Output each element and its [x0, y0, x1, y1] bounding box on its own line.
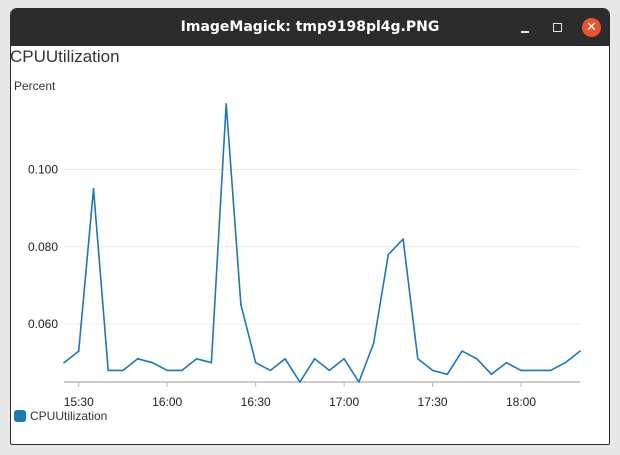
data-point — [166, 369, 168, 372]
series-line — [63, 103, 581, 383]
data-point — [461, 350, 463, 352]
y-tick-label: 0.100 — [28, 163, 58, 177]
data-point — [387, 253, 390, 256]
data-point — [372, 342, 375, 345]
data-point — [269, 369, 272, 372]
legend-label: CPUUtilization — [30, 409, 108, 423]
data-point — [284, 358, 286, 360]
maximize-icon — [553, 23, 562, 32]
chart-title: CPUUtilization — [10, 47, 120, 66]
y-tick-labels: 0.060 0.080 0.100 — [28, 163, 58, 332]
data-point — [210, 361, 213, 364]
minimize-button[interactable] — [517, 19, 535, 37]
x-tick-label: 15:30 — [64, 395, 94, 409]
data-point — [417, 358, 419, 360]
data-point — [358, 381, 360, 383]
data-point — [534, 369, 537, 372]
data-point — [195, 358, 198, 360]
data-point — [151, 361, 154, 364]
data-point — [299, 381, 301, 383]
close-icon: ✕ — [586, 20, 597, 35]
y-axis-label: Percent — [14, 79, 56, 93]
maximize-button[interactable] — [549, 19, 567, 37]
x-tick-label: 17:30 — [418, 395, 448, 409]
y-tick-label: 0.060 — [28, 317, 58, 331]
data-point — [92, 188, 95, 190]
y-tick-label: 0.080 — [28, 240, 58, 254]
x-tick-label: 17:00 — [329, 395, 359, 409]
x-tick-label: 16:00 — [152, 395, 182, 409]
x-tick-label: 18:00 — [506, 395, 536, 409]
data-point — [240, 303, 242, 306]
data-point — [254, 361, 257, 364]
legend: CPUUtilization — [14, 409, 107, 425]
data-point — [402, 238, 404, 240]
x-tick-label: 16:30 — [241, 395, 271, 409]
data-point — [549, 369, 552, 372]
data-point — [136, 358, 139, 360]
close-button[interactable]: ✕ — [582, 18, 601, 37]
data-point — [63, 361, 65, 364]
data-point — [476, 358, 478, 360]
window-title: ImageMagick: tmp9198pl4g.PNG — [180, 19, 440, 35]
image-viewer-window: ImageMagick: tmp9198pl4g.PNG ✕ — [10, 8, 610, 445]
data-point — [564, 361, 567, 364]
title-bar[interactable]: ImageMagick: tmp9198pl4g.PNG ✕ — [11, 9, 609, 46]
data-point — [505, 361, 508, 364]
gridlines — [64, 169, 580, 325]
data-point — [225, 103, 227, 105]
data-point — [181, 369, 183, 372]
data-point — [122, 369, 124, 372]
series-group — [63, 103, 581, 383]
data-point — [520, 369, 522, 372]
data-point — [446, 373, 449, 376]
x-ticks: 15:30 16:00 16:30 17:00 17:30 18:00 — [64, 382, 536, 409]
data-point — [328, 369, 331, 372]
data-point — [343, 358, 345, 360]
data-point — [579, 350, 581, 352]
minimize-icon — [521, 31, 529, 33]
data-point — [490, 373, 493, 376]
data-point — [431, 369, 434, 372]
legend-swatch — [14, 410, 26, 422]
data-point — [107, 369, 110, 372]
data-point — [313, 358, 316, 360]
data-point — [77, 350, 80, 352]
